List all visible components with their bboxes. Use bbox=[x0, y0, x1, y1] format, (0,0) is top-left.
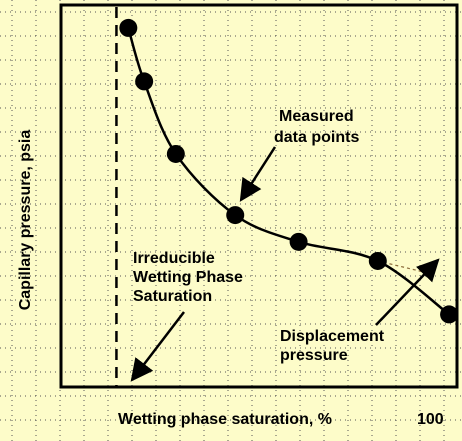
displacement-label-line-1: Displacement bbox=[280, 328, 385, 345]
data-point bbox=[440, 305, 459, 324]
irreducible-label-line-3: Saturation bbox=[133, 288, 212, 305]
data-point bbox=[119, 18, 138, 37]
x-axis-label: Wetting phase saturation, % bbox=[118, 411, 332, 428]
data-point bbox=[226, 206, 245, 225]
data-point bbox=[135, 72, 154, 91]
displacement-label-line-2: pressure bbox=[280, 347, 348, 364]
displacement-pressure-arrow bbox=[375, 258, 440, 326]
measured-label-line-1: Measured bbox=[279, 108, 354, 125]
y-axis-label: Capillary pressure, psia bbox=[17, 130, 34, 311]
data-point bbox=[166, 144, 185, 163]
x-tick-label-100: 100 bbox=[417, 411, 444, 428]
measured-points-arrow bbox=[239, 146, 277, 202]
irreducible-label-line-1: Irreducible bbox=[133, 250, 215, 267]
data-point bbox=[289, 232, 308, 251]
data-points bbox=[119, 18, 459, 324]
measured-data-points-label: Measured data points bbox=[274, 108, 359, 146]
irreducible-label-line-2: Wetting Phase bbox=[133, 269, 243, 286]
measured-label-line-2: data points bbox=[274, 129, 359, 146]
irreducible-saturation-label: Irreducible Wetting Phase Saturation bbox=[133, 250, 247, 305]
irreducible-saturation-arrow bbox=[130, 311, 185, 382]
plot-frame bbox=[59, 3, 459, 389]
data-point bbox=[368, 251, 387, 270]
displacement-pressure-label: Displacement pressure bbox=[280, 328, 389, 364]
